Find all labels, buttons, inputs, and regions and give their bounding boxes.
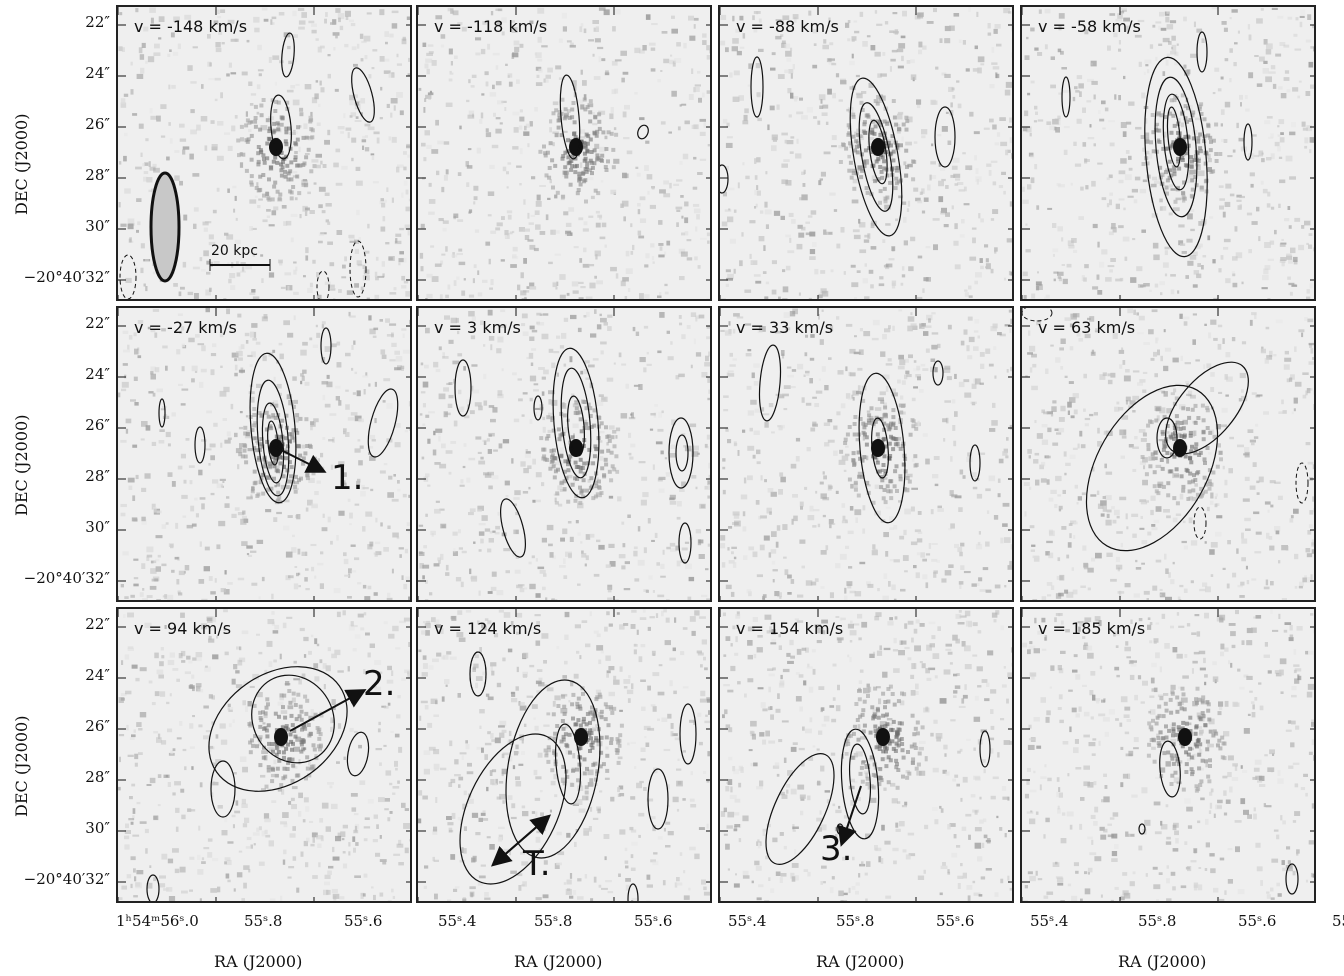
- velocity-label: v = -118 km/s: [434, 17, 547, 36]
- dec-tick-label: 24″: [6, 666, 110, 684]
- contour-line: [676, 435, 688, 471]
- dec-tick-label: 22″: [6, 13, 110, 31]
- channel-panel: v = 3 km/s: [416, 306, 712, 602]
- channel-panel: v = -88 km/s: [718, 5, 1014, 301]
- ra-tick-label: 55ˢ.6: [1238, 912, 1276, 930]
- annotation-label: T.: [523, 844, 551, 884]
- dec-tick-label: −20°40′32″: [6, 268, 110, 286]
- contour-line: [935, 107, 955, 167]
- contour-line: [496, 496, 531, 559]
- contour-line: [280, 33, 296, 78]
- contour-line: [344, 731, 371, 778]
- contour-line: [195, 427, 205, 463]
- ra-tick-label: 55ˢ.6: [634, 912, 672, 930]
- channel-panel: v = 185 km/s: [1020, 607, 1316, 903]
- ra-tick-label: 55ˢ.8: [836, 912, 874, 930]
- ra-tick-label: 55ˢ.8: [534, 912, 572, 930]
- velocity-label: v = -58 km/s: [1038, 17, 1141, 36]
- negative-contour-line: [1194, 507, 1206, 539]
- contour-line: [147, 875, 159, 903]
- channel-panel: v = -58 km/s: [1020, 5, 1316, 301]
- contour-line: [720, 165, 728, 193]
- channel-panel: v = -27 km/s 1.: [116, 306, 412, 602]
- channel-panel: v = 154 km/s 3.: [718, 607, 1014, 903]
- velocity-label: v = -88 km/s: [736, 17, 839, 36]
- negative-contour-line: [120, 255, 136, 299]
- contour-line: [1062, 77, 1070, 117]
- velocity-label: v = 154 km/s: [736, 619, 843, 638]
- channel-panel: v = -118 km/s: [416, 5, 712, 301]
- contour-line: [933, 361, 943, 385]
- ra-tick-label: 55ˢ.4: [1030, 912, 1068, 930]
- contour-line: [680, 704, 696, 764]
- ra-tick-label: 55ˢ.4: [438, 912, 476, 930]
- annotation-label: 2.: [363, 664, 395, 704]
- ra-tick-label: 55ˢ.6: [936, 912, 974, 930]
- velocity-label: v = 3 km/s: [434, 318, 521, 337]
- ra-axis-title: RA (J2000): [1118, 952, 1206, 971]
- ra-tick-label: 55ˢ.4: [1332, 912, 1344, 930]
- dec-axis-title: DEC (J2000): [12, 415, 31, 516]
- ra-tick-label: 55ˢ.8: [1138, 912, 1176, 930]
- dec-tick-label: 30″: [6, 819, 110, 837]
- channel-panel: v = 94 km/s 2.: [116, 607, 412, 903]
- ra-tick-label: 1ʰ54ᵐ56ˢ.0: [116, 912, 199, 930]
- contour-line: [837, 728, 882, 841]
- contour-line: [757, 344, 784, 421]
- channel-panel: v = 124 km/s T.: [416, 607, 712, 903]
- velocity-label: v = 33 km/s: [736, 318, 833, 337]
- ra-axis-title: RA (J2000): [214, 952, 302, 971]
- dec-axis-title: DEC (J2000): [12, 716, 31, 817]
- dec-tick-label: 30″: [6, 217, 110, 235]
- dec-tick-label: −20°40′32″: [6, 870, 110, 888]
- ra-tick-label: 55ˢ.4: [728, 912, 766, 930]
- annotation-label: 1.: [331, 458, 363, 498]
- ra-axis-title: RA (J2000): [514, 952, 602, 971]
- dec-tick-label: 24″: [6, 64, 110, 82]
- scale-bar-label: 20 kpc: [211, 243, 258, 259]
- beam-ellipse: [151, 173, 179, 281]
- dec-tick-label: 22″: [6, 314, 110, 332]
- channel-panel: v = 33 km/s: [718, 306, 1014, 602]
- contour-line: [636, 124, 650, 141]
- ra-tick-label: 55ˢ.8: [244, 912, 282, 930]
- velocity-label: v = 94 km/s: [134, 619, 231, 638]
- annotation-label: 3.: [820, 829, 852, 869]
- dec-axis-title: DEC (J2000): [12, 114, 31, 215]
- channel-panel: v = 63 km/s: [1020, 306, 1316, 602]
- contour-line: [321, 328, 331, 364]
- ra-axis-title: RA (J2000): [816, 952, 904, 971]
- velocity-label: v = 124 km/s: [434, 619, 541, 638]
- velocity-label: v = -27 km/s: [134, 318, 237, 337]
- dec-tick-label: 24″: [6, 365, 110, 383]
- dec-tick-label: 22″: [6, 615, 110, 633]
- contour-line: [159, 399, 165, 427]
- contour-line: [211, 761, 235, 817]
- contour-line: [1197, 32, 1207, 72]
- dec-tick-label: 30″: [6, 518, 110, 536]
- negative-contour-line: [1296, 463, 1308, 503]
- ra-tick-label: 55ˢ.6: [344, 912, 382, 930]
- velocity-label: v = -148 km/s: [134, 17, 247, 36]
- velocity-label: v = 185 km/s: [1038, 619, 1145, 638]
- velocity-label: v = 63 km/s: [1038, 318, 1135, 337]
- dec-tick-label: −20°40′32″: [6, 569, 110, 587]
- channel-panel: v = -148 km/s 20 kpc: [116, 5, 412, 301]
- contour-line: [1244, 124, 1252, 160]
